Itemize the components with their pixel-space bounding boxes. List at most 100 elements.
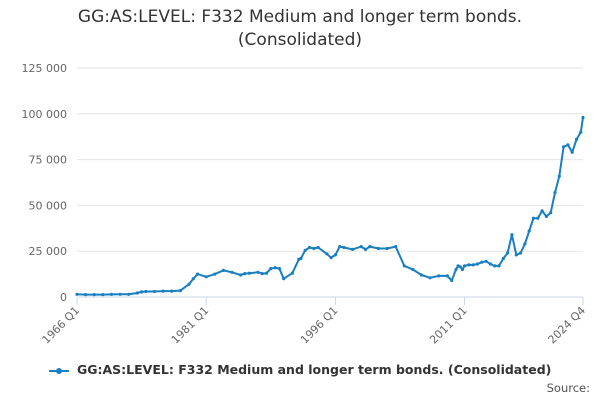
data-point	[368, 245, 372, 249]
data-point	[325, 252, 329, 256]
data-point	[536, 216, 540, 220]
data-point	[437, 274, 441, 278]
data-point	[562, 145, 566, 149]
x-tick-label: 2024 Q4	[546, 304, 589, 347]
data-point	[493, 264, 497, 268]
data-point	[264, 271, 269, 275]
data-point	[135, 291, 139, 295]
data-point	[170, 289, 174, 293]
y-tick-label: 0	[60, 291, 67, 304]
data-point	[118, 292, 122, 296]
series-line	[76, 117, 584, 296]
y-tick-label: 75 000	[29, 154, 68, 167]
legend-line-marker-icon	[48, 366, 69, 376]
data-point	[101, 293, 105, 297]
data-point	[458, 265, 462, 269]
y-tick-label: 25 000	[29, 245, 68, 258]
data-point	[445, 274, 449, 278]
data-point	[460, 267, 464, 272]
x-axis: 1966 Q1 1981 Q1 1996 Q1 2011 Q1 2024 Q4	[40, 297, 589, 347]
data-point	[501, 256, 505, 261]
data-point	[290, 271, 294, 275]
data-point	[277, 267, 281, 271]
data-point	[307, 245, 312, 250]
data-point	[359, 245, 363, 249]
data-point	[484, 259, 488, 263]
data-point	[553, 191, 557, 195]
data-point	[454, 267, 458, 272]
data-point	[544, 214, 549, 218]
data-point	[342, 245, 346, 250]
data-point	[144, 289, 148, 294]
chart-title: GG:AS:LEVEL: F332 Medium and longer term…	[0, 6, 600, 52]
data-point	[299, 256, 303, 261]
y-tick-label: 50 000	[29, 199, 68, 212]
x-tick-label: 2011 Q1	[427, 304, 470, 347]
data-point	[239, 273, 243, 277]
data-point	[329, 256, 333, 260]
x-tick-label: 1996 Q1	[298, 304, 341, 347]
data-point	[282, 277, 286, 281]
x-tick-label: 1981 Q1	[169, 304, 212, 347]
data-point	[152, 289, 157, 294]
data-point	[273, 266, 277, 270]
data-point	[402, 264, 406, 268]
data-point	[488, 262, 492, 266]
data-point	[463, 264, 467, 268]
data-point	[506, 251, 510, 255]
data-point	[312, 246, 316, 251]
y-tick-label: 125 000	[22, 62, 68, 75]
legend-label: GG:AS:LEVEL: F332 Medium and longer term…	[76, 362, 552, 377]
data-point	[475, 262, 480, 266]
data-point	[394, 245, 398, 249]
data-point	[92, 293, 96, 297]
data-point	[411, 267, 415, 272]
data-point	[260, 272, 264, 276]
data-point	[574, 137, 579, 141]
data-point	[514, 253, 518, 257]
data-point	[566, 143, 570, 147]
data-point	[527, 229, 531, 233]
data-point	[581, 115, 585, 120]
chart-title-line-2: (Consolidated)	[237, 30, 363, 50]
data-point	[191, 277, 195, 281]
data-point	[161, 289, 165, 293]
data-point	[480, 260, 484, 264]
data-point	[467, 263, 471, 267]
data-point	[127, 292, 131, 296]
data-point	[497, 264, 501, 268]
data-point	[196, 272, 200, 276]
data-point	[385, 246, 389, 251]
data-point	[230, 270, 234, 274]
series-layer	[75, 115, 585, 297]
chart-title-line-1: GG:AS:LEVEL: F332 Medium and longer term…	[77, 7, 523, 27]
legend[interactable]: GG:AS:LEVEL: F332 Medium and longer term…	[0, 362, 600, 377]
data-point	[519, 251, 523, 255]
data-point	[363, 247, 368, 251]
data-point	[549, 211, 553, 215]
data-point	[351, 247, 355, 251]
data-point	[243, 272, 247, 276]
data-point	[187, 282, 191, 286]
data-point	[540, 209, 544, 213]
data-point	[376, 246, 380, 251]
data-point	[557, 174, 561, 178]
source-label: Source:	[546, 381, 590, 395]
data-point	[303, 248, 307, 252]
data-point	[531, 216, 536, 220]
data-point	[75, 292, 79, 296]
data-point	[140, 290, 144, 294]
grid-lines	[77, 67, 583, 298]
data-point	[316, 245, 320, 250]
data-point	[510, 233, 514, 237]
y-axis: 0 25 000 50 000 75 000 100 000 125 000	[22, 62, 68, 304]
data-point	[419, 273, 424, 277]
x-tick-label: 1966 Q1	[40, 304, 83, 347]
data-point	[221, 268, 225, 272]
data-point	[269, 267, 273, 271]
data-point	[450, 278, 454, 283]
data-point	[178, 289, 182, 293]
data-point	[213, 272, 217, 276]
data-point	[428, 276, 432, 280]
